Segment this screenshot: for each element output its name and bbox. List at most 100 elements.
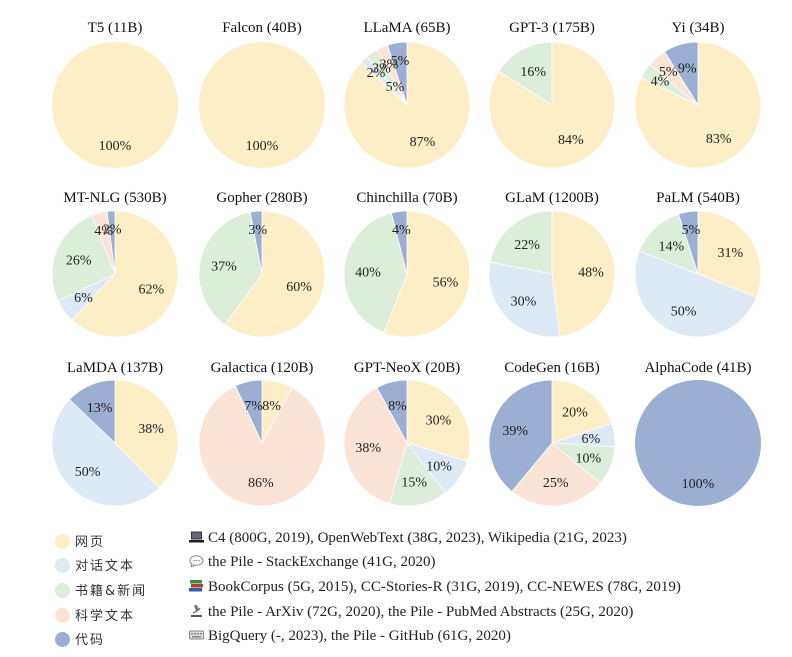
pie-slice-books	[389, 442, 446, 507]
pie-label-books: 40%	[355, 266, 381, 281]
pie-gpt-3-175b: GPT-3 (175B) 84% 16%	[488, 20, 616, 169]
pie-alphacode-41b: AlphaCode (41B) 100%	[635, 360, 761, 506]
pie-slice-books	[489, 210, 553, 275]
pie-title: Falcon (40B)	[222, 20, 302, 36]
pie-title: PaLM (540B)	[656, 190, 740, 206]
pie-label-science: 5%	[659, 65, 678, 80]
pie-label-books: 14%	[658, 240, 684, 255]
pie-label-dialogue: 2%	[367, 66, 386, 81]
pie-label-dialogue: 50%	[671, 304, 697, 319]
pie-label-web: 62%	[138, 282, 164, 297]
pie-label-web: 30%	[426, 414, 452, 429]
keyboard-icon	[189, 629, 204, 641]
legend-row-dialogue: 对话文本 the Pile - StackExchange (41G, 2020…	[48, 554, 778, 576]
pie-title: GPT-NeoX (20B)	[354, 360, 461, 376]
pie-slice-science	[511, 442, 602, 507]
pie-label-web: 60%	[286, 280, 312, 295]
pie-mt-nlg-530b: MT-NLG (530B) 62% 6% 26%4%2%	[51, 190, 179, 338]
pie-slice-web	[224, 210, 326, 338]
pie-title: GPT-3 (175B)	[509, 20, 595, 36]
pie-title: Gopher (280B)	[216, 190, 307, 206]
pie-label-books: 15%	[401, 475, 427, 490]
pie-llama-65b: LLaMA (65B)87%2%3%3%5%5%	[343, 20, 471, 169]
pie-slice-science	[198, 385, 326, 507]
legend-row-web: 网页 C4 (800G, 2019), OpenWebText (38G, 20…	[48, 530, 778, 552]
pie-slice-web	[199, 42, 325, 168]
pie-label-web: 100%	[99, 139, 132, 154]
pie-lamda-137b: LaMDA (137B) 38% 50% 13%	[51, 360, 179, 507]
pie-title: CodeGen (16B)	[504, 360, 599, 376]
legend-label-books: 书籍&新闻	[75, 584, 148, 599]
pie-title: GLaM (1200B)	[505, 190, 599, 206]
pie-label-books: 26%	[66, 254, 92, 269]
pie-label-code: 8%	[388, 399, 407, 414]
legend-label-web: 网页	[75, 535, 106, 550]
pie-label-web: 87%	[410, 135, 436, 150]
pie-label-code: 5%	[682, 223, 701, 238]
pie-slice-code	[249, 210, 263, 275]
pie-t5-11b: T5 (11B) 100%	[52, 20, 178, 168]
speech-bubble-icon	[189, 555, 204, 568]
pie-codegen-16b: CodeGen (16B) 20% 6% 10% 25% 39%	[488, 360, 616, 507]
pie-label-dialogue: 6%	[581, 432, 600, 447]
legend-sources-books: BookCorpus (5G, 2015), CC-Stories-R (31G…	[189, 579, 681, 596]
pie-slice-web	[114, 379, 179, 489]
legend-sources-dialogue: the Pile - StackExchange (41G, 2020)	[189, 554, 435, 571]
legend-swatch-science	[55, 608, 70, 623]
pie-slice-web	[551, 379, 613, 444]
pie-label-web: 84%	[558, 133, 584, 148]
pie-title: T5 (11B)	[88, 20, 143, 36]
pie-label-books: 16%	[520, 65, 546, 80]
pie-label-code: 100%	[682, 477, 715, 492]
pie-slice-books	[198, 211, 263, 326]
pie-label-dialogue: 50%	[75, 465, 101, 480]
pie-glam-1200b: GLaM (1200B) 48% 30% 22%	[488, 190, 616, 338]
pie-label-books: 3%	[372, 62, 391, 77]
pie-galactica-120b: Galactica (120B) 8% 86% 7%	[198, 360, 326, 507]
pie-label-books: 4%	[651, 74, 670, 89]
legend-row-books: 书籍&新闻 BookCorpus (5G, 2015), CC-Stories-…	[48, 579, 778, 601]
pie-label-dialogue: 30%	[511, 295, 537, 310]
pie-slice-dialogue	[488, 261, 561, 338]
pie-yi-34b: Yi (34B) 83% 4%5% 9%	[634, 20, 762, 169]
pie-slice-web	[343, 41, 471, 169]
pie-slice-web	[52, 42, 178, 168]
pie-slice-web	[406, 379, 471, 462]
books-icon	[189, 580, 204, 592]
pie-title: Yi (34B)	[672, 20, 725, 36]
pie-slice-books	[498, 41, 553, 106]
legend-swatch-books	[55, 583, 70, 598]
legend-label-code: 代码	[75, 633, 106, 648]
pie-slice-dialogue	[51, 398, 160, 507]
pie-slice-code	[678, 210, 699, 275]
pie-label-science: 86%	[248, 476, 274, 491]
pie-label-science: 3%	[380, 57, 399, 72]
pie-label-code: 7%	[244, 399, 263, 414]
pie-label-science: 4%	[94, 224, 113, 239]
pie-title: LLaMA (65B)	[363, 20, 450, 36]
legend-sources-code: BigQuery (-, 2023), the Pile - GitHub (6…	[189, 628, 511, 645]
pie-label-science: 38%	[355, 441, 381, 456]
pie-falcon-40b: Falcon (40B) 100%	[199, 20, 325, 168]
pie-gpt-neox-20b: GPT-NeoX (20B) 30% 10%15% 38% 8%	[343, 360, 471, 507]
pie-slice-code	[376, 379, 408, 444]
pie-slice-dialogue	[634, 250, 758, 338]
pie-slice-code	[488, 379, 553, 493]
pie-label-code: 3%	[248, 223, 267, 238]
pie-slice-books	[51, 214, 116, 302]
pie-slice-web	[71, 210, 179, 338]
legend-swatch-code	[55, 632, 70, 647]
pie-chinchilla-70b: Chinchilla (70B) 56% 40% 4%	[343, 190, 471, 338]
pie-label-web: 56%	[433, 275, 459, 290]
pie-label-web: 8%	[262, 399, 281, 414]
pie-slice-science	[343, 387, 408, 505]
pie-label-web: 48%	[578, 266, 604, 281]
pie-title: Chinchilla (70B)	[356, 190, 457, 206]
pie-slice-code	[390, 210, 408, 275]
pie-label-code: 13%	[87, 401, 113, 416]
pie-label-books: 37%	[211, 260, 237, 275]
pie-slice-web	[697, 210, 762, 298]
pie-label-books: 22%	[514, 238, 540, 253]
legend-sources-web: C4 (800G, 2019), OpenWebText (38G, 2023)…	[189, 530, 627, 547]
